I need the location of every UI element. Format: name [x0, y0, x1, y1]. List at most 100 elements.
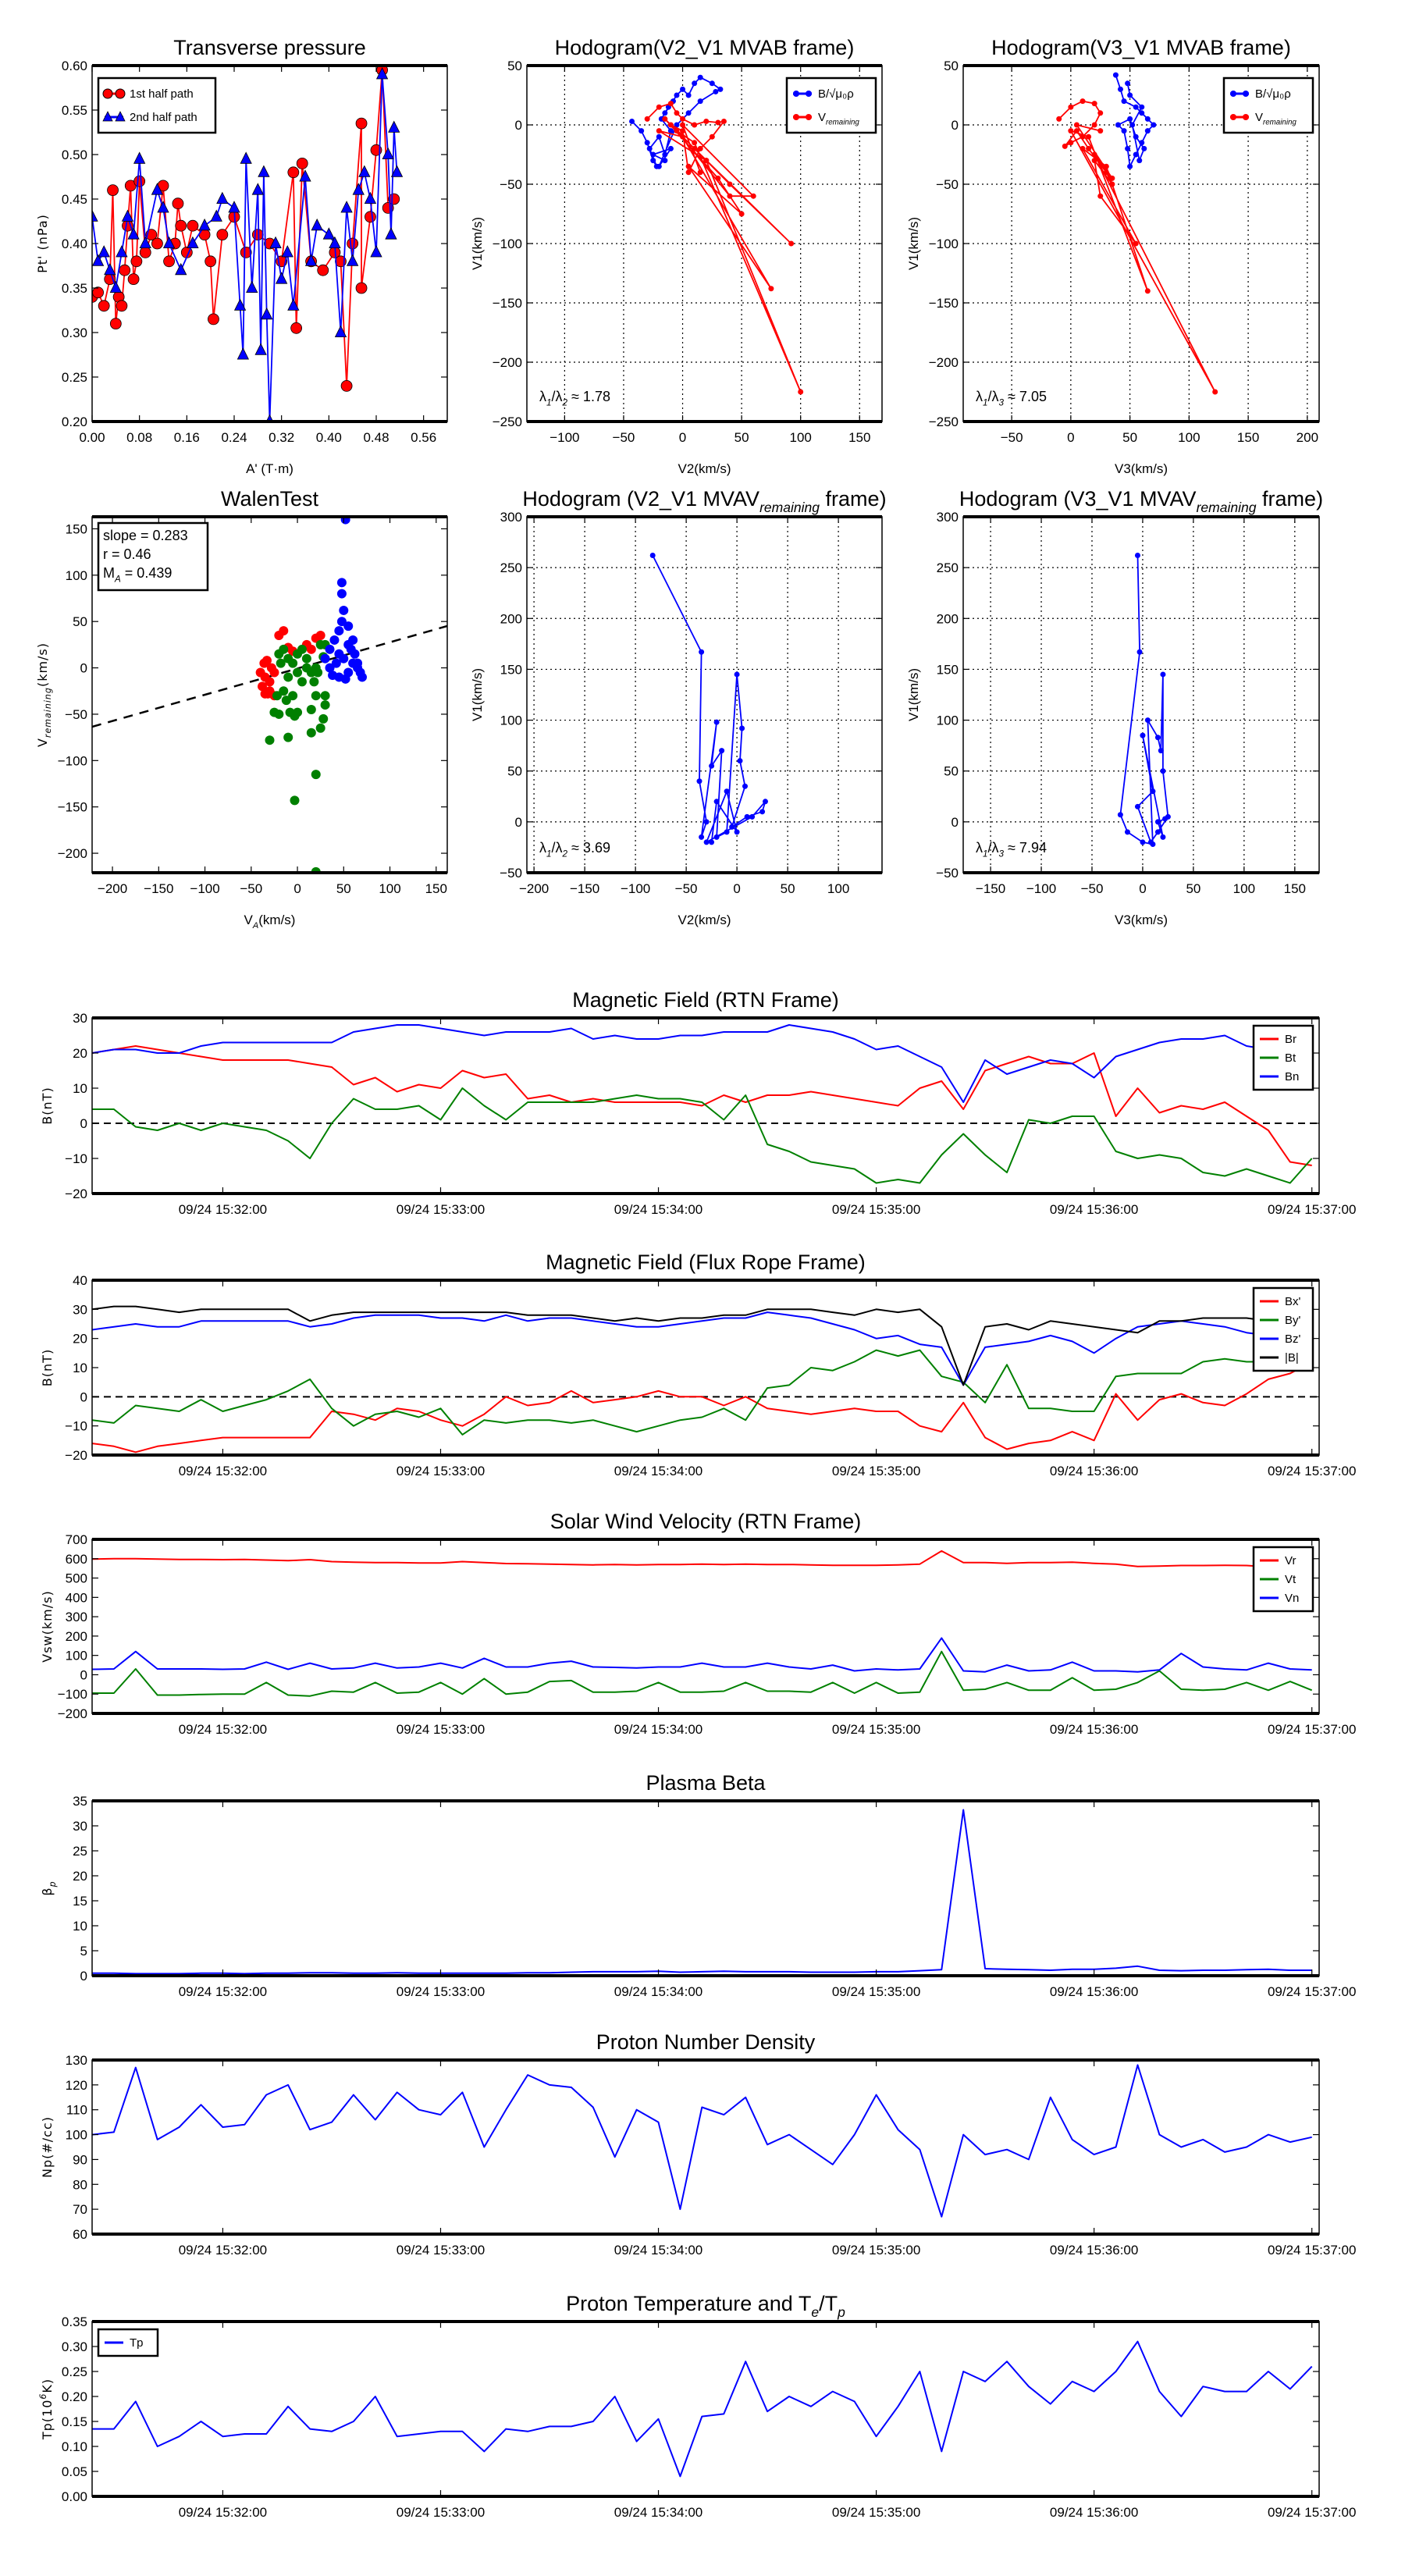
- data-point: [1062, 143, 1068, 149]
- chart-walentest: −200 −150 −100 −50 0 50 100 150 −200 −150 −100 −50 0…: [35, 487, 448, 930]
- x-axis-label: VA(km/s): [244, 913, 296, 930]
- data-point: [320, 691, 330, 701]
- data-point: [272, 691, 282, 701]
- data-point: [680, 122, 686, 128]
- legend-marker: [1243, 114, 1249, 120]
- legend: Tp: [97, 2328, 159, 2357]
- data-point: [340, 517, 350, 525]
- data-point: [1144, 717, 1151, 724]
- data-point: [388, 193, 400, 205]
- data-point: [309, 677, 319, 687]
- y-tick-label: 0: [80, 1116, 87, 1131]
- x-tick-label: 09/24 15:32:00: [179, 2243, 267, 2258]
- y-tick-label: −50: [936, 866, 959, 881]
- y-tick-label: 0.35: [62, 2314, 87, 2329]
- data-point: [703, 158, 710, 164]
- x-tick-label: 09/24 15:35:00: [832, 1984, 920, 1999]
- x-tick-label: 09/24 15:35:00: [832, 1722, 920, 1737]
- x-tick-label: 09/24 15:32:00: [179, 1722, 267, 1737]
- data-point-triangle: [237, 347, 250, 360]
- data-point-triangle: [375, 67, 389, 80]
- data-point-triangle: [382, 147, 394, 160]
- x-tick-label: 09/24 15:36:00: [1050, 2243, 1138, 2258]
- y-tick-label: 0: [951, 815, 959, 830]
- data-point: [750, 193, 756, 199]
- x-tick-label: 100: [1178, 430, 1200, 445]
- y-tick-label: 70: [73, 2202, 87, 2217]
- data-point: [288, 691, 298, 701]
- data-point: [692, 140, 698, 146]
- data-point: [662, 116, 668, 122]
- y-tick-label: −200: [58, 846, 87, 861]
- x-tick-label: 09/24 15:35:00: [832, 2243, 920, 2258]
- x-tick-label: 100: [827, 881, 849, 896]
- data-point: [667, 122, 674, 128]
- data-point-triangle: [139, 236, 151, 249]
- y-tick-label: 0.20: [62, 2389, 87, 2404]
- series-line-bz-: [92, 1311, 1313, 1386]
- legend-marker: [115, 88, 126, 99]
- data-point: [329, 635, 340, 645]
- data-point: [724, 829, 730, 835]
- data-point: [297, 677, 307, 687]
- x-tick-label: 09/24 15:32:00: [179, 1984, 267, 1999]
- y-tick-label: 25: [73, 1844, 87, 1859]
- y-tick-label: 200: [66, 1629, 87, 1644]
- eigenvalue-ratio-label: λ1/λ2 ≈ 3.69: [539, 840, 610, 859]
- data-point: [715, 175, 721, 181]
- x-tick-label: 0.16: [174, 430, 200, 445]
- series-line-b-: [1115, 74, 1154, 168]
- data-point: [1136, 649, 1143, 655]
- axes-frame: [91, 1279, 1320, 1456]
- data-point: [334, 626, 344, 636]
- data-point: [301, 663, 311, 673]
- data-point-triangle: [276, 272, 288, 284]
- data-point: [696, 778, 702, 785]
- x-tick-label: 0.08: [126, 430, 152, 445]
- data-point: [107, 184, 119, 197]
- y-tick-label: 40: [73, 1273, 87, 1288]
- y-tick-label: −150: [58, 800, 87, 815]
- data-point: [1160, 834, 1166, 840]
- data-point: [340, 674, 350, 684]
- y-tick-label: −100: [58, 1687, 87, 1702]
- y-tick-label: 0.30: [62, 326, 87, 340]
- data-point: [208, 313, 219, 326]
- chart-magnetic-field-flux-rope-frame: 09/24 15:32:00 09/24 15:33:00 09/24 15:34:…: [40, 1251, 1356, 1478]
- series-line-by-: [92, 1349, 1313, 1436]
- data-point-triangle: [304, 254, 318, 266]
- data-point: [713, 799, 720, 805]
- data-point: [290, 711, 300, 721]
- data-point-triangle: [340, 201, 353, 213]
- y-tick-label: 0: [951, 118, 959, 133]
- plot-area: [1117, 553, 1171, 848]
- data-point: [685, 110, 692, 116]
- y-tick-label: 120: [66, 2078, 87, 2093]
- x-tick-label: −200: [98, 881, 127, 896]
- data-point: [1134, 553, 1140, 559]
- legend-label: Vr: [1285, 1554, 1296, 1567]
- y-tick-label: 15: [73, 1894, 87, 1909]
- data-point-triangle: [127, 227, 140, 240]
- data-point-triangle: [358, 165, 371, 177]
- x-tick-label: 09/24 15:33:00: [397, 1722, 485, 1737]
- data-point: [697, 145, 703, 151]
- data-point: [703, 839, 710, 845]
- y-tick-label: 0: [515, 815, 522, 830]
- data-point: [685, 169, 692, 176]
- legend-marker: [1243, 91, 1249, 97]
- data-point: [119, 264, 131, 276]
- data-point: [1068, 104, 1074, 110]
- y-axis-label: Tp(106K): [38, 2379, 55, 2440]
- data-point-triangle: [334, 325, 347, 338]
- data-point: [288, 658, 298, 668]
- data-point: [343, 621, 354, 632]
- legend-marker: [806, 114, 812, 120]
- x-tick-label: −100: [621, 881, 650, 896]
- series-line-vr: [92, 1550, 1312, 1571]
- y-tick-label: 30: [73, 1302, 87, 1317]
- y-axis-label: Pt' (nPa): [35, 214, 50, 273]
- y-tick-label: 10: [73, 1081, 87, 1096]
- eigenvalue-ratio-label: λ1/λ3 ≈ 7.94: [976, 840, 1047, 859]
